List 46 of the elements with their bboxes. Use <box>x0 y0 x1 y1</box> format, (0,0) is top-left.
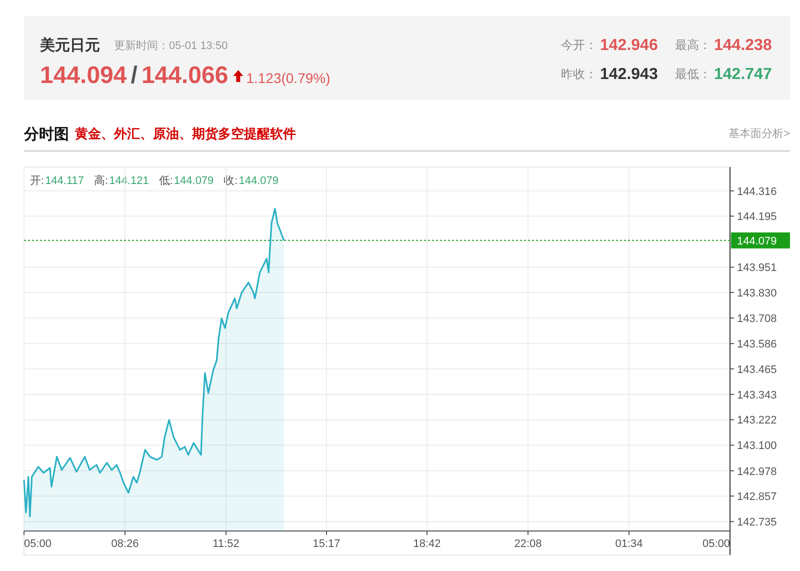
y-tick-label: 143.586 <box>737 338 777 351</box>
x-tick-label: 11:52 <box>212 538 240 550</box>
y-tick-label: 142.735 <box>737 516 777 529</box>
x-tick-label: 22:08 <box>514 538 542 550</box>
ref-line-label: 144.079 <box>737 235 777 248</box>
annotation: 144.079 <box>238 175 278 187</box>
text: 基本面分析> <box>728 127 790 140</box>
annotation: 开: <box>30 175 44 187</box>
x-tick-label: 15:17 <box>312 538 340 550</box>
y-tick-label: 143.343 <box>737 389 777 402</box>
text: 1.123(0.79%) <box>246 70 330 86</box>
text: 142.946 <box>600 37 658 54</box>
y-tick-label: 142.978 <box>737 466 777 478</box>
text: 美元日元 <box>39 36 100 54</box>
y-tick-label: 143.951 <box>737 262 777 274</box>
x-tick-label: 18:42 <box>413 538 441 550</box>
annotation: 144.079 <box>174 175 214 187</box>
annotation: 收: <box>224 175 238 187</box>
text: 144.066 <box>141 62 228 89</box>
chart-subtitle: 黄金、外汇、原油、期货多空提醒软件 <box>74 126 296 141</box>
y-tick-label: 143.830 <box>737 288 777 300</box>
x-tick-label: 05:00 <box>24 538 52 550</box>
text: 144.238 <box>714 37 772 54</box>
x-tick-label: 05:00 <box>702 538 730 550</box>
text: 更新时间：05-01 13:50 <box>114 39 228 52</box>
y-tick-label: 143.100 <box>737 440 777 452</box>
y-tick-label: 143.465 <box>737 364 777 376</box>
annotation: 高: <box>94 174 108 187</box>
text: 142.747 <box>714 66 772 83</box>
y-tick-label: 144.195 <box>737 211 777 224</box>
y-tick-label: 144.316 <box>737 186 777 198</box>
y-tick-label: 142.857 <box>737 491 777 504</box>
text: 144.094 <box>40 62 128 89</box>
text: 最高： <box>675 38 711 52</box>
annotation: 144.117 <box>45 175 84 187</box>
text: 最低： <box>675 67 711 81</box>
x-tick-label: 01:34 <box>615 538 643 550</box>
text: 今开： <box>561 38 597 52</box>
text: / <box>130 62 138 89</box>
x-tick-label: 08:26 <box>111 538 139 550</box>
text: 昨收： <box>561 67 597 81</box>
annotation: 低: <box>158 175 173 187</box>
y-tick-label: 143.222 <box>737 414 777 427</box>
chart-title: 分时图 <box>23 126 69 143</box>
text: 142.943 <box>600 66 658 83</box>
y-tick-label: 143.708 <box>737 313 777 326</box>
